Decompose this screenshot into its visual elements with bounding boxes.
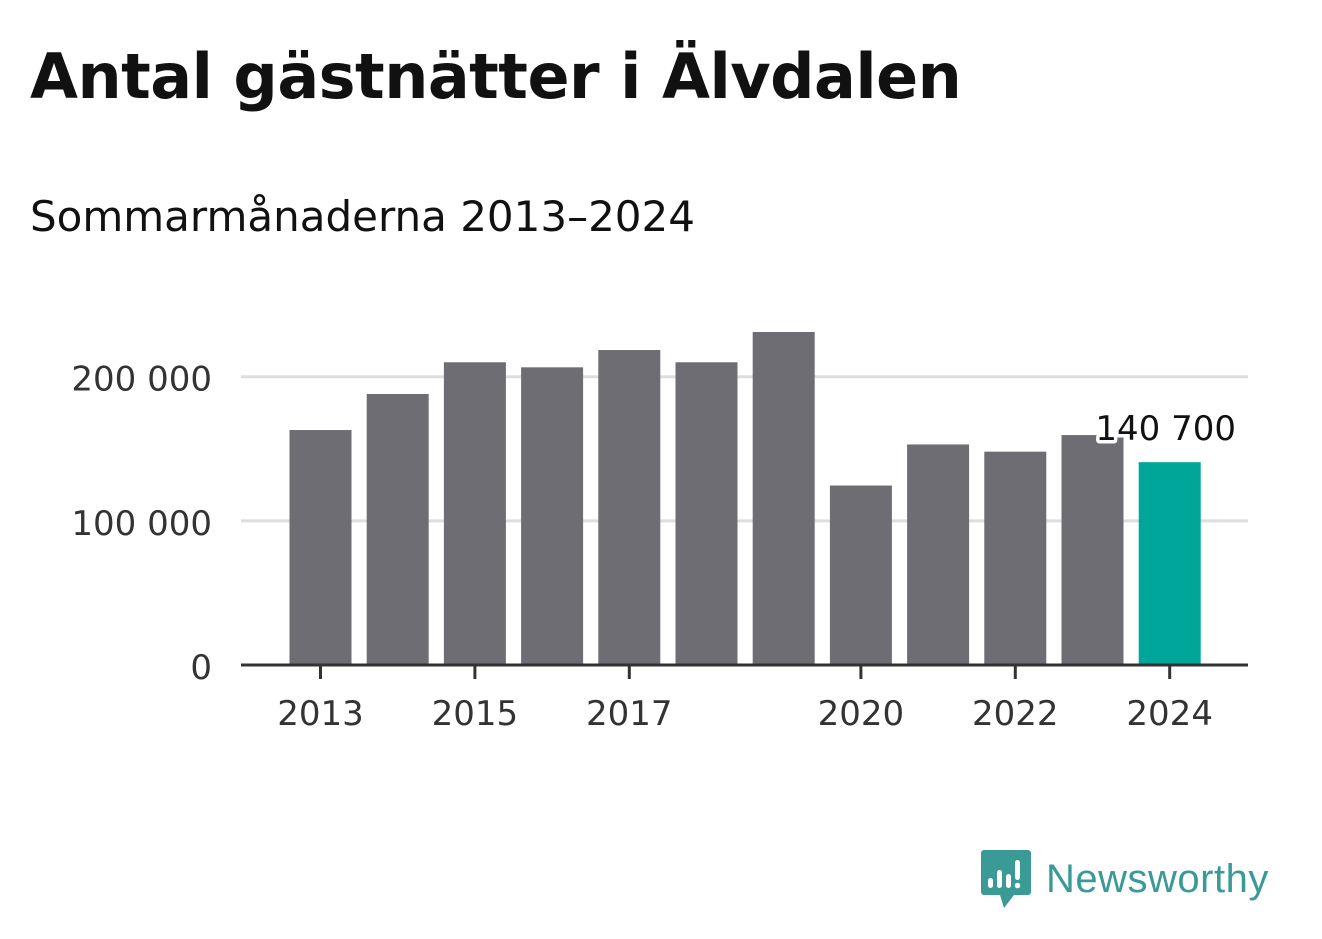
x-tick-label: 2013 — [277, 694, 364, 734]
bar-2018 — [675, 362, 738, 665]
bar-2013 — [289, 430, 352, 665]
x-tick-label: 2017 — [586, 694, 673, 734]
brand-name: Newsworthy — [1046, 856, 1269, 901]
x-tick-label: 2015 — [432, 694, 519, 734]
bar-2019 — [752, 332, 815, 665]
annotation-halo: 140 700 — [1095, 409, 1236, 449]
bar-2022 — [984, 451, 1047, 665]
y-tick-label: 100 000 — [71, 504, 212, 544]
x-axis — [241, 663, 1248, 679]
newsworthy-logo-icon — [981, 850, 1031, 908]
bars — [289, 332, 1201, 665]
brand-logo: Newsworthy — [980, 848, 1269, 910]
chart-subtitle: Sommarmånaderna 2013–2024 — [30, 192, 695, 241]
bar-2017 — [598, 350, 661, 665]
y-tick-labels: 0 100 000 200 000 — [71, 360, 212, 688]
bar-2014 — [366, 393, 429, 665]
bar-2015 — [443, 362, 506, 665]
chart-title: Antal gästnätter i Älvdalen — [30, 40, 962, 113]
bar-chart: 0 100 000 200 000 2013 2015 2017 2020 2022 2024… — [71, 332, 1248, 734]
x-tick-label: 2020 — [818, 694, 905, 734]
bar-2024 — [1138, 462, 1201, 665]
data-label-2024: 140 700 — [1095, 409, 1236, 449]
x-tick-label: 2024 — [1126, 694, 1213, 734]
bar-2021 — [907, 444, 970, 665]
x-tick-label: 2022 — [972, 694, 1059, 734]
bar-2016 — [521, 367, 584, 665]
x-tick-labels: 2013 2015 2017 2020 2022 2024 — [277, 694, 1213, 734]
bar-2023 — [1061, 435, 1124, 665]
bar-2020 — [829, 485, 892, 665]
y-tick-label: 0 — [190, 648, 212, 688]
y-tick-label: 200 000 — [71, 360, 212, 400]
